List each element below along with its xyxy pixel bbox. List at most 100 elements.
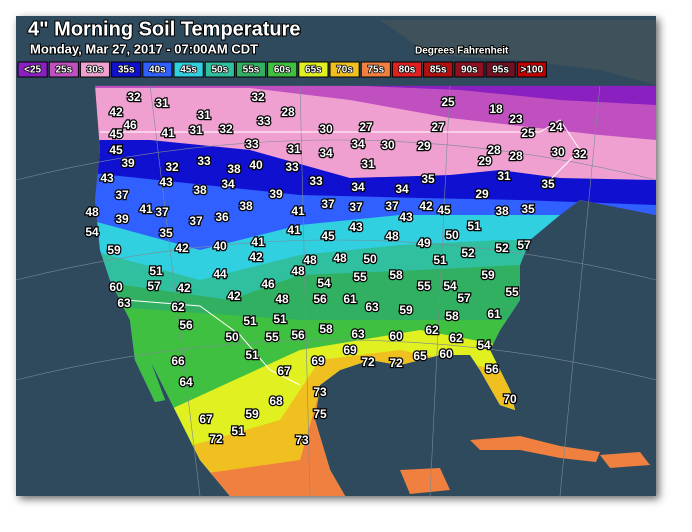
station-reading: 41 xyxy=(251,235,265,249)
station-reading: 59 xyxy=(399,303,413,317)
station-reading: 51 xyxy=(273,312,287,326)
station-reading: 57 xyxy=(147,279,161,293)
legend-swatch xyxy=(173,61,204,78)
station-reading: 42 xyxy=(419,199,433,213)
station-reading: 50 xyxy=(445,228,459,242)
legend-label: >100 xyxy=(521,65,544,76)
station-reading: 18 xyxy=(489,102,503,116)
station-reading: 32 xyxy=(127,90,141,104)
station-reading: 36 xyxy=(215,210,229,224)
station-reading: 58 xyxy=(445,309,459,323)
legend-label: 70s xyxy=(336,65,353,76)
station-reading: 32 xyxy=(251,90,265,104)
station-reading: 32 xyxy=(165,160,179,174)
station-reading: 38 xyxy=(193,183,207,197)
station-reading: 31 xyxy=(197,108,211,122)
station-reading: 25 xyxy=(521,126,535,140)
station-reading: 60 xyxy=(109,280,123,294)
station-reading: 44 xyxy=(213,267,227,281)
station-reading: 46 xyxy=(123,118,137,132)
station-reading: 51 xyxy=(245,348,259,362)
station-reading: 52 xyxy=(461,246,475,260)
station-reading: 41 xyxy=(287,223,301,237)
legend-swatch xyxy=(267,61,298,78)
legend-label: 80s xyxy=(399,65,416,76)
station-reading: 31 xyxy=(189,123,203,137)
legend-swatch xyxy=(423,61,454,78)
station-reading: 60 xyxy=(389,329,403,343)
station-reading: 33 xyxy=(197,154,211,168)
station-reading: 56 xyxy=(313,292,327,306)
legend: <25 25s 30s 35s 40s 45s 50s 55s 60s 65s 70s 75s 80s 8… xyxy=(17,61,547,78)
station-reading: 61 xyxy=(487,307,501,321)
station-reading: 42 xyxy=(177,281,191,295)
station-reading: 54 xyxy=(317,276,331,290)
station-reading: 51 xyxy=(149,264,163,278)
graticule xyxy=(15,84,657,497)
station-reading: 48 xyxy=(291,264,305,278)
subtitle: Monday, Mar 27, 2017 - 07:00AM CDT xyxy=(30,41,258,56)
legend-label: <25 xyxy=(24,65,41,76)
station-reading: 48 xyxy=(385,229,399,243)
station-reading: 30 xyxy=(319,122,333,136)
station-reading: 31 xyxy=(155,96,169,110)
station-reading: 43 xyxy=(159,175,173,189)
legend-label: 85s xyxy=(430,65,447,76)
station-reading: 48 xyxy=(303,253,317,267)
station-reading: 33 xyxy=(285,160,299,174)
station-reading: 59 xyxy=(481,268,495,282)
legend-swatch xyxy=(48,61,79,78)
station-reading: 34 xyxy=(221,177,235,191)
station-reading: 28 xyxy=(509,149,523,163)
station-reading: 52 xyxy=(495,241,509,255)
station-reading: 30 xyxy=(551,145,565,159)
station-reading: 55 xyxy=(353,270,367,284)
station-reading: 35 xyxy=(159,226,173,240)
station-reading: 33 xyxy=(245,137,259,151)
station-reading: 30 xyxy=(381,138,395,152)
station-reading: 40 xyxy=(249,158,263,172)
station-reading: 48 xyxy=(85,205,99,219)
legend-swatch xyxy=(142,61,173,78)
station-reading: 51 xyxy=(467,219,481,233)
station-reading: 25 xyxy=(441,95,455,109)
station-reading: 38 xyxy=(495,204,509,218)
station-reading: 43 xyxy=(100,171,114,185)
station-reading: 55 xyxy=(417,279,431,293)
legend-swatch xyxy=(111,61,142,78)
islands xyxy=(400,436,650,494)
station-reading: 42 xyxy=(109,105,123,119)
station-reading: 55 xyxy=(505,285,519,299)
station-reading: 39 xyxy=(121,156,135,170)
station-reading: 51 xyxy=(231,424,245,438)
station-reading: 57 xyxy=(517,238,531,252)
legend-swatch xyxy=(360,61,391,78)
station-reading: 37 xyxy=(385,199,399,213)
legend-label: 65s xyxy=(305,65,322,76)
station-reading: 62 xyxy=(449,331,463,345)
legend-label: 25s xyxy=(55,65,72,76)
station-reading: 28 xyxy=(281,105,295,119)
legend-swatch xyxy=(235,61,267,78)
station-reading: 51 xyxy=(243,314,257,328)
station-reading: 38 xyxy=(227,162,241,176)
station-reading: 72 xyxy=(361,355,375,369)
station-reading: 57 xyxy=(457,291,471,305)
legend-label: 45s xyxy=(180,65,197,76)
station-reading: 73 xyxy=(295,433,309,447)
station-reading: 41 xyxy=(161,126,175,140)
station-reading: 45 xyxy=(109,143,123,157)
station-reading: 62 xyxy=(171,300,185,314)
station-reading: 45 xyxy=(437,203,451,217)
station-reading: 34 xyxy=(395,182,409,196)
station-reading: 63 xyxy=(351,327,365,341)
station-reading: 50 xyxy=(225,330,239,344)
station-reading: 63 xyxy=(365,300,379,314)
station-reading: 32 xyxy=(573,147,587,161)
station-reading: 41 xyxy=(139,202,153,216)
station-reading: 60 xyxy=(439,347,453,361)
station-reading: 67 xyxy=(199,412,213,426)
station-reading: 24 xyxy=(549,120,563,134)
legend-label: 75s xyxy=(367,65,384,76)
